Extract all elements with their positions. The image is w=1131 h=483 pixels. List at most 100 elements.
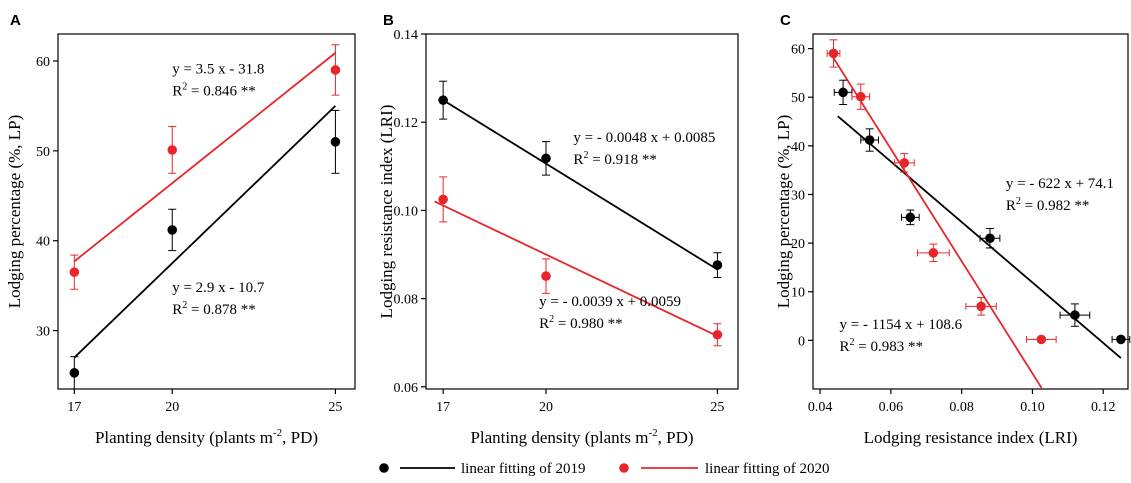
panel-a-equation-0: y = 3.5 x - 31.8 [172, 62, 264, 78]
panel-a-point-2019-2 [330, 137, 341, 147]
panel-b-point-2020-1 [541, 271, 551, 281]
panel-c-point-2020-5 [1036, 334, 1047, 345]
panel-b-r2-symbol: R [539, 316, 549, 332]
panel-c-point-2020-2 [899, 158, 910, 168]
panel-b-equation-0: y = - 0.0048 x + 0.0085 [573, 130, 715, 146]
panel-a-r2-symbol: R [172, 302, 182, 318]
legend-label-1: linear fitting of 2020 [705, 461, 830, 477]
panel-c-point-2019-2 [905, 212, 916, 223]
panel-a-ytick-label: 50 [36, 145, 50, 160]
panel-b-ytick-label: 0.12 [394, 116, 419, 131]
panel-a-ytick-label: 60 [36, 55, 50, 70]
panel-b-xlabel-sup: -2 [648, 427, 657, 439]
panel-b-ytick-label: 0.08 [394, 293, 419, 308]
panel-c-xtick-label: 0.06 [879, 400, 904, 415]
panel-c-equation-1: y = - 1154 x + 108.6 [840, 317, 963, 333]
panel-b-fit-line-2020 [434, 200, 718, 337]
panel-b-ylabel: Lodging resistance index (LRI) [377, 105, 396, 319]
panel-c-xtick-label: 0.04 [808, 400, 833, 415]
panel-b-point-2020-2 [712, 329, 723, 340]
panel-a-r2-symbol: R [172, 84, 182, 100]
panel-b-xlabel-main: Planting density (plants m [470, 428, 648, 447]
panel-c-letter: C [780, 12, 791, 29]
panel-a-point-2020-2 [330, 65, 341, 75]
panel-b-r2-sup: 2 [549, 314, 554, 325]
panel-c-r2-0: R2 = 0.982 ** [1006, 196, 1089, 214]
panel-c-ytick-label: 30 [791, 188, 805, 203]
panel-c-r2-value: = 0.982 ** [1021, 198, 1089, 214]
legend: linear fitting of 2019 linear fitting of … [379, 461, 830, 477]
panel-b-r2-value: = 0.980 ** [554, 316, 622, 332]
panel-a-point-2019-1 [167, 225, 178, 235]
panel-c-point-2020-0 [828, 48, 839, 59]
panel-b-xlabel-tail: , PD) [658, 428, 694, 447]
panel-b-r2-0: R2 = 0.918 ** [573, 150, 656, 168]
panel-c-ytick-label: 50 [791, 91, 805, 106]
panel-a-ytick-label: 40 [36, 235, 50, 250]
panel-c-point-2020-1 [855, 91, 866, 102]
panel-a-fit-line-2020 [73, 52, 336, 263]
panel-c-xlabel: Lodging resistance index (LRI) [864, 428, 1078, 447]
panel-c-equation-0: y = - 622 x + 74.1 [1006, 176, 1114, 192]
panel-b-frame [425, 33, 739, 390]
panel-a-point-2019-0 [69, 368, 80, 378]
panel-a-ytick-label: 30 [36, 325, 50, 340]
panel-b-r2-1: R2 = 0.980 ** [539, 314, 622, 332]
panel-c-r2-sup: 2 [1016, 196, 1021, 207]
legend-label-0: linear fitting of 2019 [461, 461, 586, 477]
panel-c-point-2019-4 [1070, 310, 1080, 320]
panel-c-point-2020-3 [928, 248, 939, 258]
legend-marker-0 [379, 463, 389, 473]
panel-b-xtick-label: 20 [539, 400, 553, 415]
panel-c-ytick-label: 20 [791, 237, 805, 252]
panel-a-r2-0: R2 = 0.846 ** [172, 82, 255, 100]
panel-a-xtick-label: 17 [67, 400, 81, 415]
panel-c-xlabel-main: Lodging resistance index (LRI) [864, 428, 1078, 447]
panel-c-ylabel: Lodging percentage (%, LP) [774, 115, 793, 309]
panel-b-ytick-label: 0.10 [394, 204, 419, 219]
panel-c-r2-symbol: R [1006, 198, 1016, 214]
panel-c-xtick-label: 0.08 [949, 400, 974, 415]
panel-a-xlabel-tail: , PD) [282, 428, 318, 447]
panel-a-point-2020-1 [167, 145, 178, 155]
panel-b-point-2019-2 [712, 260, 723, 270]
panel-a-frame [57, 33, 356, 390]
panel-a-equation-1: y = 2.9 x - 10.7 [172, 280, 265, 296]
panel-a-xtick-label: 25 [328, 400, 342, 415]
panel-a-ylabel: Lodging percentage (%, LP) [5, 115, 24, 309]
panel-b-point-2020-0 [438, 194, 448, 205]
panel-a: A 17 20 25 30 40 50 60 Planting density (plants … [5, 12, 356, 447]
panel-c-point-2019-5 [1116, 334, 1126, 345]
panel-c-r2-1: R2 = 0.983 ** [840, 337, 923, 355]
panel-b-ytick-label: 0.14 [394, 28, 419, 43]
panel-c-ytick-label: 10 [791, 286, 805, 301]
panel-a-letter: A [10, 12, 21, 29]
panel-b-ytick-label: 0.06 [394, 381, 419, 396]
panel-b-letter: B [383, 12, 394, 29]
panel-a-r2-value: = 0.878 ** [187, 302, 255, 318]
panel-c-point-2019-0 [838, 87, 848, 98]
panel-c: C 0.04 0.06 0.08 0.10 0.12 0 10 20 30 40 50 60 Lodgin… [774, 12, 1131, 447]
panel-b-xtick-label: 25 [710, 400, 724, 415]
legend-marker-1 [619, 463, 629, 473]
panel-a-r2-1: R2 = 0.878 ** [172, 300, 255, 318]
panel-c-ytick-label: 40 [791, 140, 805, 155]
panel-b-xtick-label: 17 [436, 400, 450, 415]
panel-c-point-2019-3 [985, 233, 995, 244]
panel-a-xlabel-sup: -2 [273, 427, 282, 439]
panel-b-point-2019-0 [438, 95, 448, 105]
panel-c-point-2019-1 [864, 135, 875, 145]
panel-a-r2-sup: 2 [182, 300, 187, 311]
panel-a-xtick-label: 20 [165, 400, 179, 415]
panel-b-r2-sup: 2 [583, 150, 588, 161]
panel-c-r2-value: = 0.983 ** [855, 339, 923, 355]
panel-c-ytick-label: 60 [791, 43, 805, 58]
panel-c-fit-line-2020 [830, 54, 1043, 389]
panel-c-xtick-label: 0.12 [1091, 400, 1116, 415]
panel-b-r2-symbol: R [573, 152, 583, 168]
panel-c-xtick-label: 0.10 [1020, 400, 1045, 415]
panel-b-r2-value: = 0.918 ** [588, 152, 656, 168]
panel-a-xlabel: Planting density (plants m-2, PD) [95, 427, 318, 447]
panel-a-fit-line-2019 [73, 105, 337, 359]
